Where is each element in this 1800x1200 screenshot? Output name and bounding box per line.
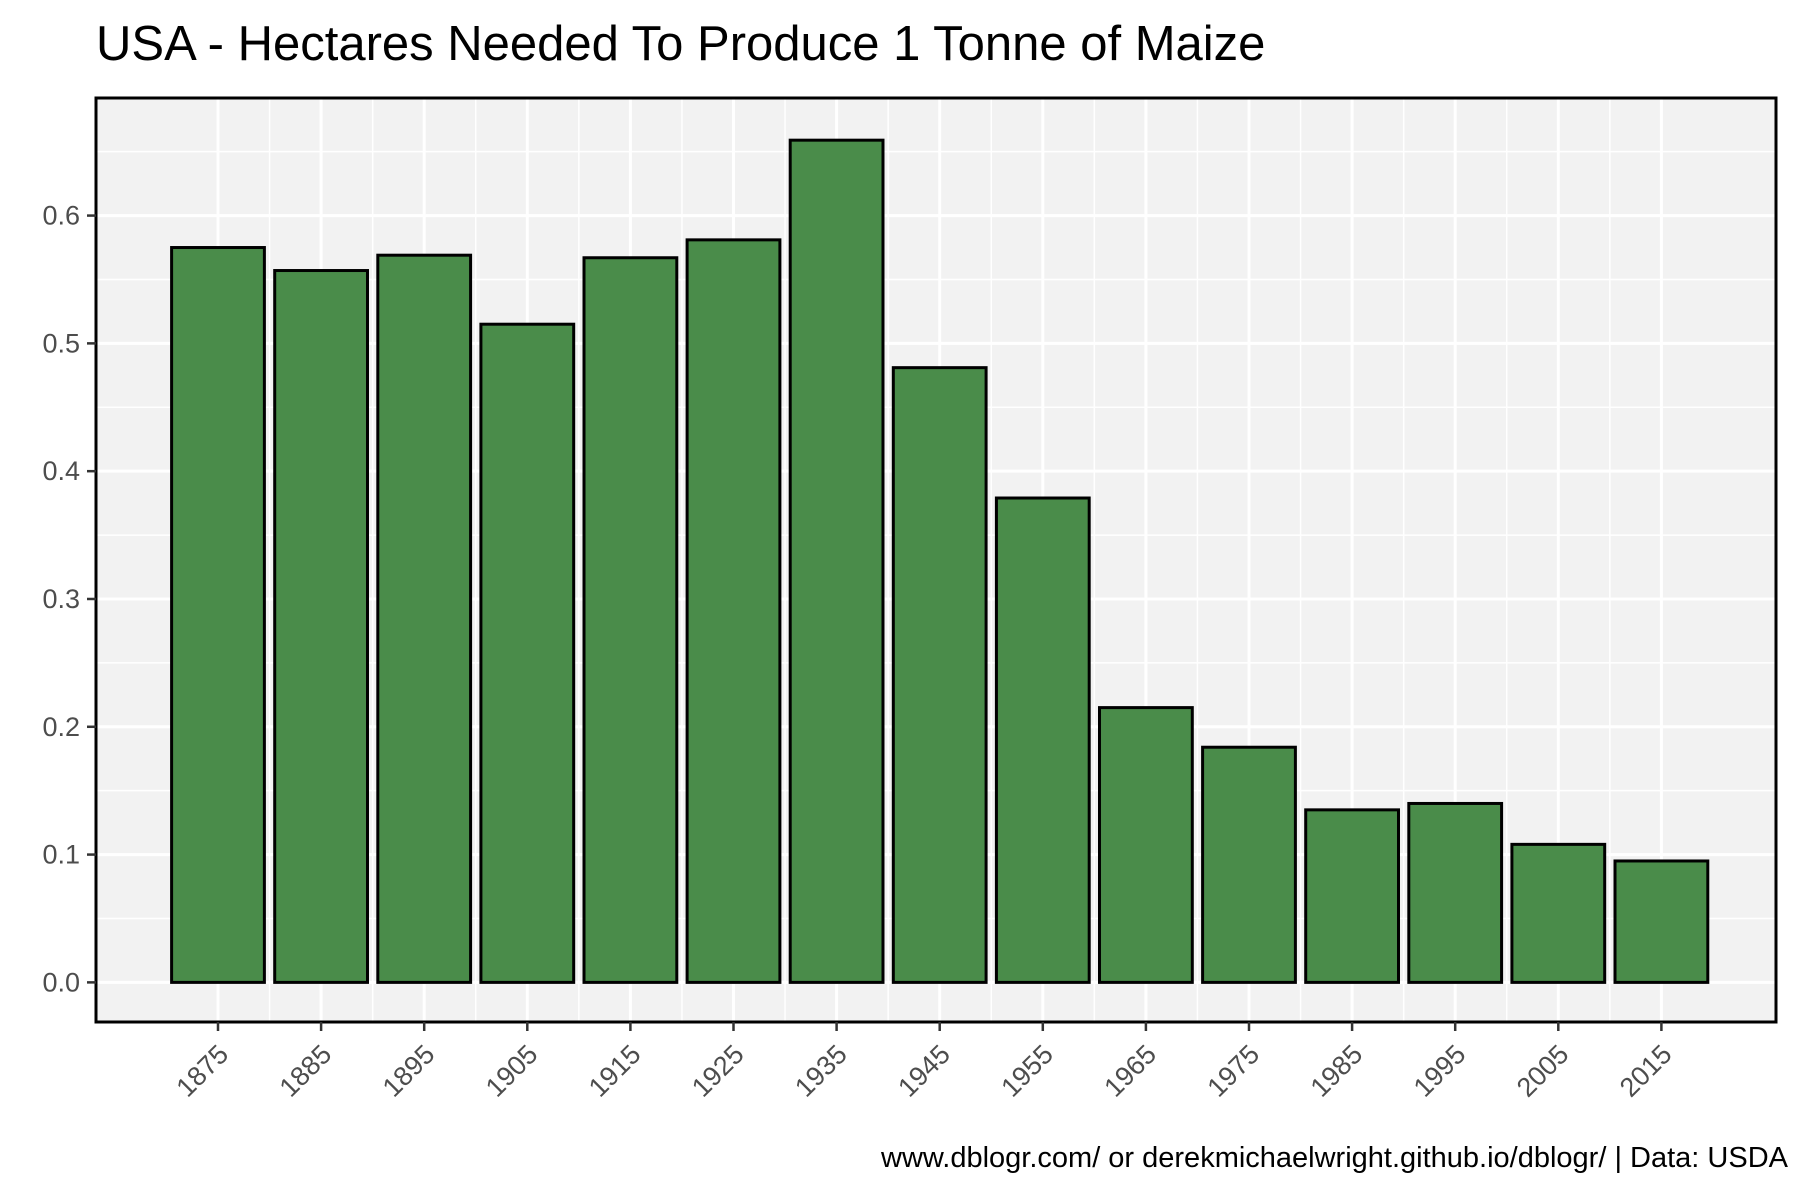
bars — [170, 138, 1710, 984]
x-tick-label: 1925 — [686, 1039, 750, 1103]
bar-1965 — [1098, 706, 1194, 984]
x-tick-label: 1985 — [1305, 1039, 1369, 1103]
x-tick-label: 1945 — [892, 1039, 956, 1103]
x-tick-label: 2015 — [1614, 1039, 1678, 1103]
x-tick-label: 1875 — [171, 1039, 235, 1103]
y-tick-label: 0.6 — [42, 201, 80, 231]
y-tick-label: 0.3 — [42, 584, 80, 614]
x-tick-label: 2005 — [1511, 1039, 1575, 1103]
x-tick-label: 1965 — [1098, 1039, 1162, 1103]
x-tick-label: 1885 — [274, 1039, 338, 1103]
x-tick-label: 1995 — [1408, 1039, 1472, 1103]
bar-1905 — [479, 322, 576, 984]
bar-1945 — [891, 366, 988, 984]
bar-1955 — [994, 496, 1091, 984]
chart-title: USA - Hectares Needed To Produce 1 Tonne… — [96, 17, 1266, 71]
bar-1975 — [1201, 745, 1297, 984]
bar-1885 — [273, 269, 369, 984]
bar-1915 — [582, 256, 679, 984]
x-tick-label: 1905 — [480, 1039, 544, 1103]
y-tick-label: 0.2 — [42, 712, 80, 742]
x-tick-label: 1935 — [789, 1039, 853, 1103]
bar-1985 — [1304, 808, 1400, 984]
x-tick-label: 1895 — [377, 1039, 441, 1103]
bar-1875 — [170, 246, 266, 984]
x-tick-label: 1955 — [995, 1039, 1059, 1103]
y-tick-label: 0.4 — [42, 456, 80, 486]
y-tick-label: 0.1 — [42, 840, 80, 870]
bar-1895 — [376, 253, 473, 984]
y-tick-label: 0.5 — [42, 328, 80, 358]
panel-border — [94, 96, 1778, 1024]
bar-2005 — [1510, 842, 1607, 984]
chart-caption: www.dblogr.com/ or derekmichaelwright.gi… — [881, 1142, 1788, 1174]
bar-2015 — [1613, 859, 1710, 984]
y-tick-label: 0.0 — [42, 967, 80, 997]
x-tick-label: 1975 — [1202, 1039, 1266, 1103]
x-tick-label: 1915 — [583, 1039, 647, 1103]
bar-1935 — [788, 138, 885, 984]
bar-1925 — [685, 238, 782, 984]
bar-1995 — [1407, 801, 1504, 984]
